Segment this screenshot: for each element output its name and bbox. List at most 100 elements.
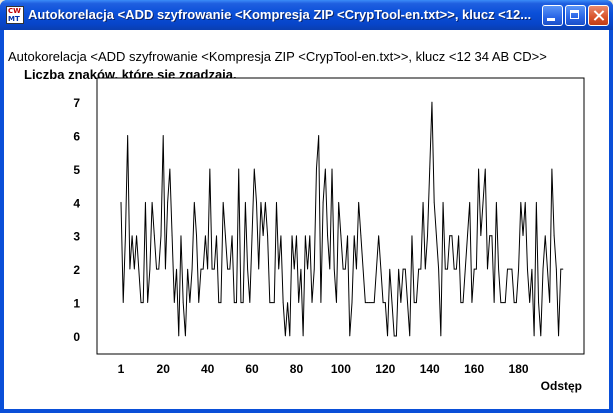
data-point: [287, 302, 288, 303]
maximize-button[interactable]: [565, 5, 586, 26]
data-point: [167, 201, 169, 203]
data-point: [440, 335, 442, 337]
data-point: [453, 268, 455, 270]
data-point: [462, 302, 464, 303]
data-point: [153, 235, 155, 237]
data-point: [533, 335, 535, 337]
data-point: [360, 235, 362, 237]
y-tick-label: 2: [73, 263, 80, 277]
autocorrelation-series-line: [120, 101, 563, 337]
minimize-button[interactable]: [542, 5, 563, 26]
data-point: [553, 235, 555, 237]
data-point: [278, 268, 280, 270]
data-point: [284, 335, 286, 337]
data-point: [507, 268, 508, 270]
data-point: [427, 235, 428, 237]
y-tick-label: 1: [73, 297, 80, 311]
data-point: [420, 268, 422, 270]
data-point: [451, 235, 453, 237]
app-icon-top-text: CW: [8, 7, 21, 15]
data-point: [185, 335, 186, 337]
data-point: [495, 201, 497, 203]
data-point: [438, 268, 440, 270]
x-axis-label: Odstęp: [541, 379, 582, 393]
data-point: [291, 235, 293, 237]
data-point: [131, 235, 133, 237]
cryptool-app-icon[interactable]: CW MT: [6, 6, 24, 24]
data-point: [338, 201, 340, 203]
data-point: [313, 268, 315, 270]
data-point: [322, 201, 324, 203]
data-point: [473, 268, 475, 270]
data-point: [302, 335, 304, 337]
data-point: [364, 302, 366, 303]
data-point: [165, 268, 166, 270]
plot-frame: [96, 77, 585, 355]
y-tick-label: 5: [73, 163, 80, 177]
data-point: [276, 201, 277, 203]
y-tick-label: 6: [73, 129, 80, 143]
data-point: [509, 268, 511, 270]
data-point: [189, 302, 191, 303]
data-point: [151, 201, 153, 203]
data-point: [362, 268, 364, 270]
data-point: [351, 302, 353, 303]
data-point: [555, 268, 557, 270]
data-point: [327, 235, 328, 237]
data-point: [269, 302, 271, 303]
data-point: [309, 235, 311, 237]
data-point: [502, 302, 504, 303]
data-point: [333, 268, 335, 270]
data-point: [224, 235, 226, 237]
data-point: [389, 268, 391, 270]
data-point: [140, 302, 142, 303]
data-point: [513, 302, 515, 303]
chart-area: Autokorelacja <ADD szyfrowanie <Kompresj…: [4, 30, 609, 409]
data-point: [558, 335, 559, 337]
x-tick-label: 140: [420, 362, 440, 376]
data-point: [218, 302, 220, 303]
data-point: [535, 201, 537, 203]
x-tick-label: 20: [157, 362, 171, 376]
data-point: [422, 201, 424, 203]
data-point: [282, 302, 284, 303]
data-point: [307, 268, 308, 270]
close-button[interactable]: [588, 5, 609, 26]
data-point: [244, 201, 246, 203]
data-point: [156, 268, 157, 270]
x-tick-label: 60: [245, 362, 259, 376]
data-point: [220, 302, 222, 303]
data-point: [293, 268, 295, 270]
data-point: [382, 302, 384, 303]
data-point: [227, 268, 229, 270]
data-point: [489, 235, 491, 237]
title-bar[interactable]: CW MT Autokorelacja <ADD szyfrowanie <Ko…: [0, 0, 613, 30]
data-point: [158, 268, 160, 270]
data-point: [402, 268, 404, 270]
data-point: [407, 302, 408, 303]
data-point: [304, 235, 306, 237]
data-point: [376, 268, 377, 270]
data-point: [371, 302, 373, 303]
data-point: [187, 268, 189, 270]
data-point: [522, 235, 524, 237]
data-point: [149, 268, 151, 270]
x-tick-label: 40: [201, 362, 215, 376]
data-point: [331, 168, 333, 170]
data-point: [267, 235, 268, 237]
data-point: [260, 201, 262, 203]
data-point: [358, 201, 360, 203]
data-point: [251, 235, 253, 237]
data-point: [316, 168, 317, 170]
data-point: [447, 268, 448, 270]
data-point: [449, 235, 451, 237]
data-point: [384, 302, 386, 303]
data-point: [222, 201, 224, 203]
data-point: [400, 302, 402, 303]
data-point: [518, 268, 519, 270]
data-point: [311, 302, 313, 303]
data-point: [396, 335, 397, 337]
data-point: [342, 268, 344, 270]
data-point: [455, 268, 457, 270]
data-point: [231, 235, 233, 237]
